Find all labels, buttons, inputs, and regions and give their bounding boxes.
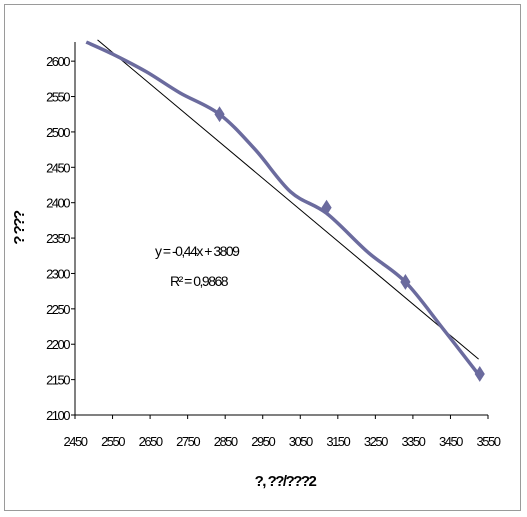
x-tick-label: 3150 xyxy=(326,434,350,449)
series-group xyxy=(85,40,482,378)
x-tick-label: 2750 xyxy=(176,434,200,449)
x-tick-label: 2850 xyxy=(214,434,238,449)
x-tick-labels: 2450 2550 2650 2750 2850 2950 3050 3150 3250 3350… xyxy=(64,434,503,449)
x-tick-label: 3450 xyxy=(439,434,463,449)
data-point-marker xyxy=(400,274,411,290)
y-tick-label: 2300 xyxy=(46,266,70,281)
r-squared-label: R² = 0,9868 xyxy=(170,273,229,289)
regression-equation: y = -0,44x + 3809 xyxy=(155,243,240,259)
x-tick-label: 2950 xyxy=(251,434,275,449)
x-tick-label: 3350 xyxy=(401,434,425,449)
x-tick-label: 2450 xyxy=(64,434,88,449)
y-tick-label: 2150 xyxy=(46,373,70,388)
y-tick-label: 2600 xyxy=(46,54,70,69)
x-tick-label: 2650 xyxy=(139,434,163,449)
y-tick-label: 2450 xyxy=(46,160,70,175)
y-axis-title: ? ??? xyxy=(11,210,28,245)
y-tick-label: 2400 xyxy=(46,196,70,211)
y-tick-label: 2350 xyxy=(46,231,70,246)
series-line xyxy=(85,40,482,378)
axes xyxy=(71,42,489,419)
x-tick-label: 3050 xyxy=(289,434,313,449)
trendline-group xyxy=(97,39,479,360)
data-point-marker xyxy=(214,106,225,123)
y-tick-label: 2500 xyxy=(46,125,70,140)
x-tick-label: 3250 xyxy=(364,434,388,449)
x-tick-label: 2550 xyxy=(101,434,125,449)
trendline xyxy=(97,39,479,360)
y-tick-label: 2200 xyxy=(46,337,70,352)
data-point-marker xyxy=(321,199,332,216)
x-tick-label: 3550 xyxy=(477,434,501,449)
x-axis-title: ?, ??/???2 xyxy=(255,473,317,490)
y-tick-label: 2100 xyxy=(46,408,70,423)
y-tick-label: 2250 xyxy=(46,302,70,317)
chart-frame xyxy=(4,4,521,511)
y-tick-label: 2550 xyxy=(46,90,70,105)
data-point-marker xyxy=(474,366,485,382)
y-tick-labels: 2100 2150 2200 2250 2300 2350 2400 2450 2500 2550… xyxy=(46,54,72,423)
marker-group xyxy=(214,106,485,382)
